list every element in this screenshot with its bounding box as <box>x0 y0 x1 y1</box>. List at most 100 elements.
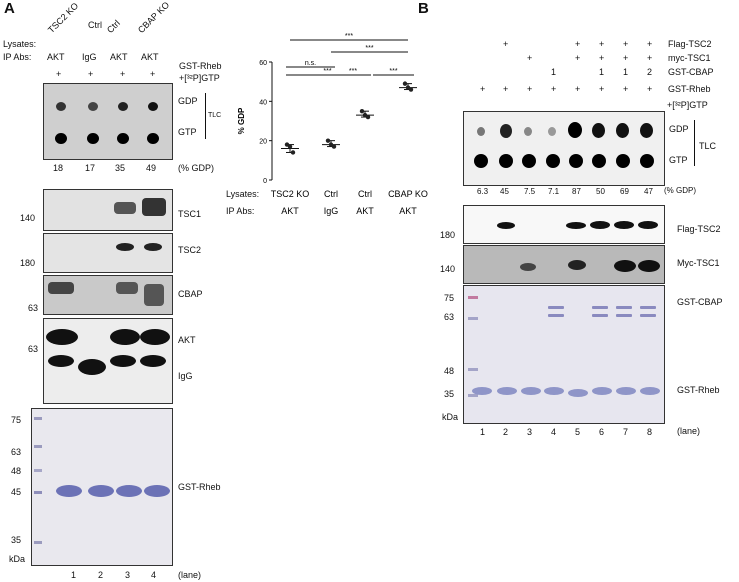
b-tlc-blot <box>463 111 665 186</box>
a-pct-2: 17 <box>85 163 96 173</box>
data-point-2-3 <box>331 144 337 149</box>
ipab-lane-3: AKT <box>110 52 128 62</box>
a-pct-label: (% GDP) <box>178 163 214 173</box>
sig-label-4: *** <box>323 68 331 75</box>
a-gel-marker-35: 35 <box>11 535 22 545</box>
b-cell-4-5: + <box>575 84 581 94</box>
a-gel-marker-75: 75 <box>11 415 22 425</box>
b-row-label-1: Flag-TSC2 <box>668 39 712 49</box>
b-lane-6: 6 <box>599 427 605 437</box>
plus-lane-4: + <box>150 69 156 79</box>
x-ipab-label-4: AKT <box>399 206 417 216</box>
b-lane-4: 4 <box>551 427 557 437</box>
ipab-lane-1: AKT <box>47 52 65 62</box>
panel-b-letter: B <box>418 0 429 17</box>
a-pct-3: 35 <box>115 163 126 173</box>
b-row-label-4: GST-Rheb <box>668 84 711 94</box>
a-gel-kda: kDa <box>9 554 26 564</box>
a-gtp-label: +[³²P]GTP <box>179 73 220 83</box>
b-lane-3: 3 <box>527 427 533 437</box>
b-pct-2: 45 <box>500 187 509 196</box>
b-lane-1: 1 <box>480 427 486 437</box>
gdp-scatter-chart: 0 20 40 60 % GDP TSC2 KO AKT Ctrl IgG Ctrl AKT CBAP… <box>237 33 428 216</box>
x-ipab-label-1: AKT <box>281 206 299 216</box>
x-lysate-label-4: CBAP KO <box>388 189 428 199</box>
b-cell-3-4: 1 <box>551 67 557 77</box>
lysates-label: Lysates: <box>3 39 37 49</box>
b-cell-2-5: + <box>575 53 581 63</box>
b-cell-1-7: + <box>623 39 629 49</box>
b-cell-1-2: + <box>503 39 509 49</box>
data-point-4-1 <box>402 81 408 86</box>
a-gel-marker-45: 45 <box>11 487 22 497</box>
ipab-lane-4: AKT <box>141 52 159 62</box>
lysate-lane-1: TSC2 KO <box>45 0 81 36</box>
b-cell-1-5: + <box>575 39 581 49</box>
b-gel <box>463 285 665 424</box>
b-flag-tsc2-blot <box>463 205 665 244</box>
b-cell-4-8: + <box>647 84 653 94</box>
a-akt-label: AKT <box>178 335 196 345</box>
b-flag-tsc2-marker: 180 <box>440 230 456 240</box>
a-tsc2-label: TSC2 <box>178 245 202 255</box>
data-point-3-1 <box>359 108 365 114</box>
a-igg-label: IgG <box>178 371 193 381</box>
panel-a-letter: A <box>4 0 15 17</box>
b-gel-marker-63: 63 <box>444 312 455 322</box>
b-lane-8: 8 <box>647 427 653 437</box>
b-cell-4-1: + <box>480 84 486 94</box>
b-pct-5: 87 <box>572 187 581 196</box>
b-cell-1-6: + <box>599 39 605 49</box>
b-pct-label: (% GDP) <box>664 186 696 195</box>
b-flag-tsc2-label: Flag-TSC2 <box>677 224 721 234</box>
a-tlc-blot <box>43 83 173 160</box>
b-lane-5: 5 <box>575 427 581 437</box>
b-lane-label: (lane) <box>677 426 701 436</box>
sig-label-6: *** <box>389 68 397 75</box>
sig-label-3: n.s. <box>305 60 316 67</box>
y-tick-label-60: 60 <box>259 60 267 67</box>
a-tsc1-label: TSC1 <box>178 209 202 219</box>
a-tsc1-marker: 140 <box>20 213 36 223</box>
ipabs-label: IP Abs: <box>3 52 32 62</box>
b-gel-marker-75: 75 <box>444 293 455 303</box>
y-tick-label-20: 20 <box>259 139 267 146</box>
b-cell-3-8: 2 <box>647 67 653 77</box>
a-tlc-gtp: GTP <box>178 127 197 137</box>
b-pct-4: 7.1 <box>548 187 560 196</box>
a-tlc-gdp: GDP <box>178 96 198 106</box>
b-cell-1-8: + <box>647 39 653 49</box>
b-cell-2-8: + <box>647 53 653 63</box>
a-pct-4: 49 <box>146 163 157 173</box>
b-cell-3-6: 1 <box>599 67 605 77</box>
a-lane-2: 2 <box>98 570 104 580</box>
a-akt-blot <box>43 318 173 404</box>
b-gel-cbap-label: GST-CBAP <box>677 297 723 307</box>
a-tsc2-blot <box>43 233 173 273</box>
b-row-label-3: GST-CBAP <box>668 67 714 77</box>
a-cbap-label: CBAP <box>178 289 203 299</box>
b-myc-tsc1-label: Myc-TSC1 <box>677 258 720 268</box>
b-myc-tsc1-blot <box>463 245 665 284</box>
b-lane-2: 2 <box>503 427 509 437</box>
chart-ipabs-label: IP Abs: <box>226 206 255 216</box>
a-lane-label: (lane) <box>178 570 202 580</box>
x-ipab-label-2: IgG <box>324 206 339 216</box>
y-tick-label-0: 0 <box>263 178 267 185</box>
b-lane-7: 7 <box>623 427 629 437</box>
b-cell-2-7: + <box>623 53 629 63</box>
b-cell-4-7: + <box>623 84 629 94</box>
chart-lysates-label: Lysates: <box>226 189 260 199</box>
plus-lane-1: + <box>56 69 62 79</box>
b-gel-kda: kDa <box>442 412 459 422</box>
b-gel-rheb-label: GST-Rheb <box>677 385 720 395</box>
ipab-lane-2: IgG <box>82 52 97 62</box>
data-point-2-1 <box>325 138 331 143</box>
b-cell-3-7: 1 <box>623 67 629 77</box>
sig-label-2: *** <box>365 45 373 52</box>
x-ipab-label-3: AKT <box>356 206 374 216</box>
a-akt-marker: 63 <box>28 344 39 354</box>
a-cbap-blot <box>43 275 173 315</box>
a-tsc1-blot <box>43 189 173 231</box>
sig-label-5: *** <box>349 68 357 75</box>
